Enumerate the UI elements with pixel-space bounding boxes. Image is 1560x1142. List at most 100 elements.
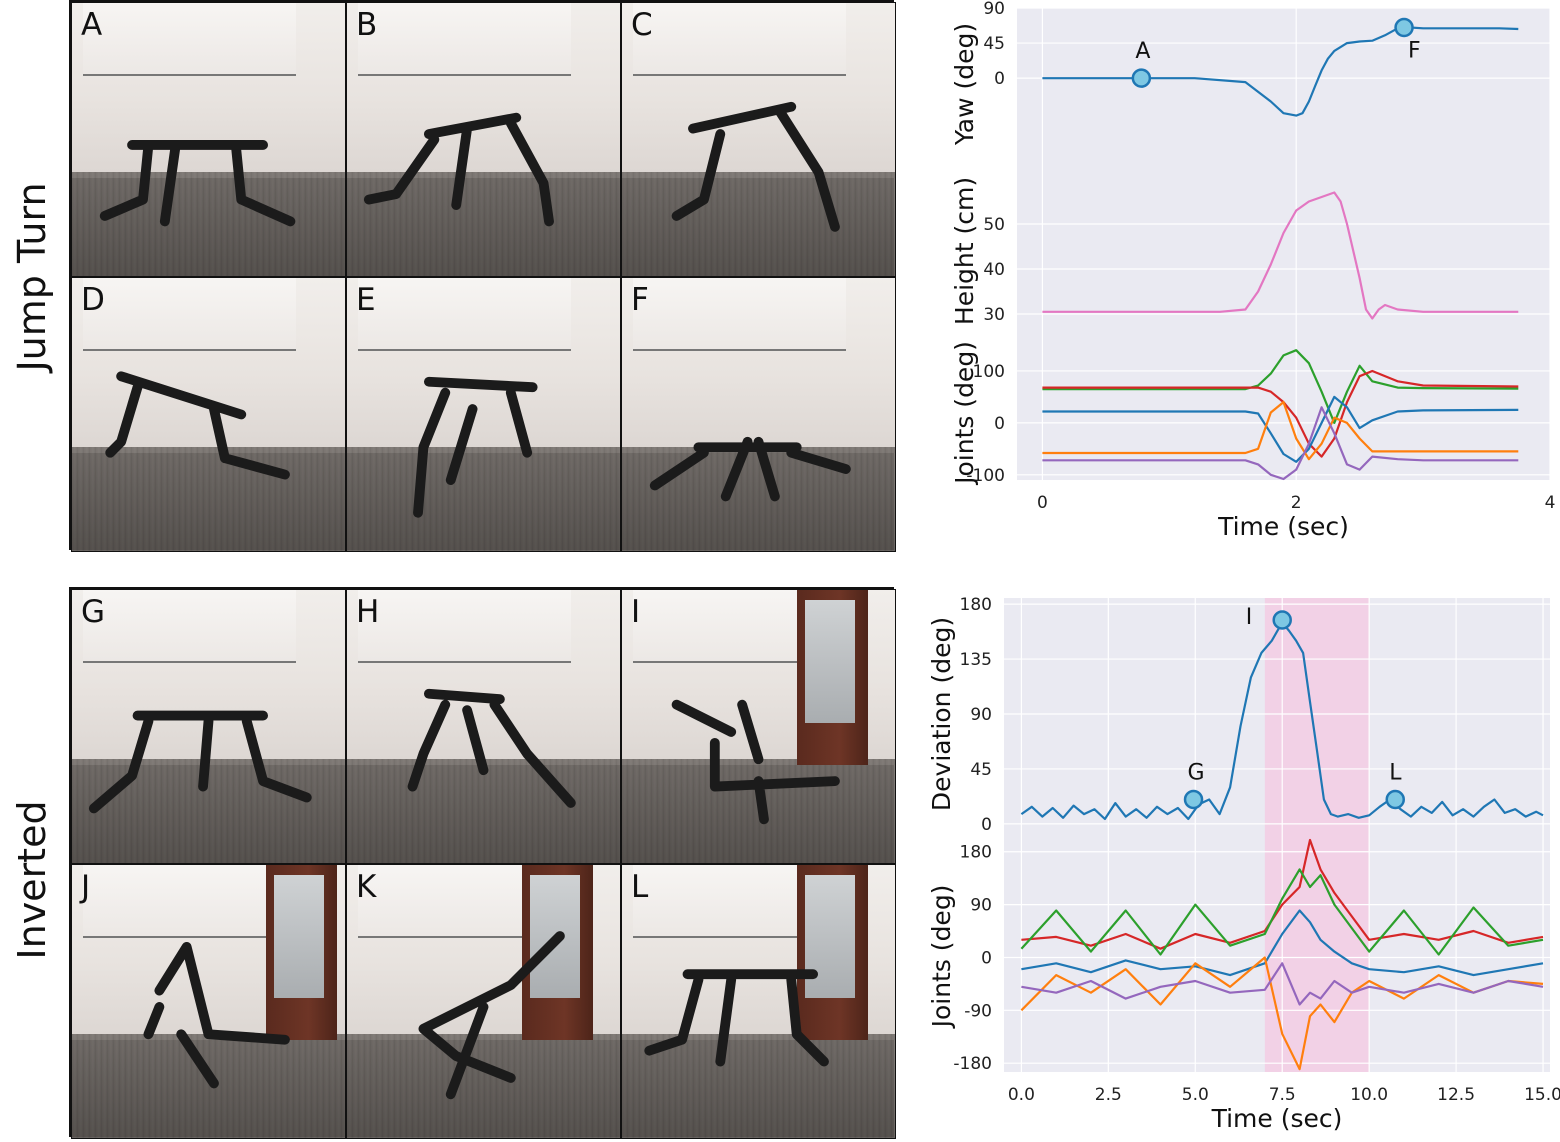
marker-f: [1394, 17, 1414, 38]
robot-figure: [407, 688, 576, 808]
y-tick-label: 90: [970, 705, 992, 725]
series-line-green: [1020, 868, 1544, 956]
robot-figure: [671, 699, 840, 825]
robot-figure: [644, 969, 829, 1067]
marker-label: G: [1188, 760, 1205, 785]
panel-letter: I: [631, 594, 641, 630]
y-tick-label: 100: [973, 362, 1005, 382]
marker-label: I: [1246, 605, 1253, 630]
series-line-blue: [1021, 909, 1544, 977]
y-tick-label: 180: [960, 595, 992, 615]
y-tick-label: 50: [983, 215, 1005, 235]
photo-panel-i: I: [621, 589, 896, 864]
robot-figure: [88, 710, 312, 814]
y-tick-label: 0: [994, 414, 1005, 434]
x-tick-label: 7.5: [1269, 1085, 1296, 1105]
y-axis-label: Yaw (deg): [950, 23, 979, 146]
robot-figure: [143, 941, 290, 1089]
x-tick-label: 10.0: [1350, 1085, 1388, 1105]
panel-letter: D: [81, 282, 105, 318]
series-line-green: [1042, 349, 1519, 424]
y-tick-label: 180: [960, 843, 992, 863]
photo-panel-j: J: [71, 864, 346, 1139]
panel-letter: J: [81, 869, 91, 905]
marker-i: [1272, 610, 1292, 630]
robot-figure: [105, 371, 290, 480]
robot-figure: [413, 376, 538, 518]
panel-letter: L: [631, 869, 649, 905]
photo-panel-l: L: [621, 864, 896, 1139]
y-tick-label: 40: [983, 260, 1005, 280]
robot-figure: [99, 140, 296, 227]
y-tick-label: 0: [981, 948, 992, 968]
photo-panel-c: C: [621, 2, 896, 277]
row-label-jump-turn: Jump Turn: [10, 182, 54, 372]
y-axis-label: Joints (deg): [950, 341, 979, 486]
panel-letter: F: [631, 282, 649, 318]
series-line-red: [1042, 369, 1519, 458]
series-line-blue: [1020, 621, 1544, 821]
robot-figure: [671, 101, 840, 232]
panel-letter: B: [356, 7, 378, 43]
x-tick-label: 4: [1545, 493, 1556, 513]
robot-figure: [649, 436, 851, 502]
marker-label: A: [1135, 39, 1150, 64]
y-tick-label: 90: [983, 0, 1005, 19]
marker-a: [1131, 68, 1152, 88]
x-axis-label: Time (sec): [1217, 512, 1349, 541]
x-tick-label: 15.0: [1524, 1085, 1560, 1105]
photo-panel-k: K: [346, 864, 621, 1139]
row-label-inverted: Inverted: [10, 800, 54, 960]
panel-letter: G: [81, 594, 106, 630]
panel-letter: A: [81, 7, 103, 43]
y-tick-label: -180: [953, 1054, 992, 1074]
marker-l: [1385, 789, 1405, 810]
series-line-purple: [1042, 406, 1519, 481]
y-tick-label: 30: [983, 305, 1005, 325]
marker-g: [1183, 789, 1204, 810]
series-line-pink: [1042, 191, 1519, 320]
x-tick-label: 2: [1291, 493, 1302, 513]
photo-panel-h: H: [346, 589, 621, 864]
photo-panel-e: E: [346, 277, 621, 552]
robot-figure: [363, 112, 554, 227]
panel-letter: E: [356, 282, 376, 318]
photo-panel-b: B: [346, 2, 621, 277]
series-line-purple: [1021, 962, 1544, 1006]
series-line-red: [1021, 838, 1544, 950]
y-tick-label: -90: [964, 1001, 992, 1021]
series-line-orange: [1042, 401, 1519, 461]
robot-figure: [418, 931, 565, 1100]
series-line-orange: [1020, 956, 1544, 1071]
x-axis-label: Time (sec): [1211, 1104, 1343, 1133]
shaded-region: [1264, 598, 1370, 1072]
panel-letter: C: [631, 7, 653, 43]
y-axis-label: Joints (deg): [927, 885, 956, 1030]
photo-panel-g: G: [71, 589, 346, 864]
photo-panel-a: A: [71, 2, 346, 277]
marker-label: L: [1389, 760, 1402, 785]
x-tick-label: 5.0: [1182, 1085, 1209, 1105]
series-line-blue: [1042, 395, 1519, 463]
x-tick-label: 2.5: [1095, 1085, 1122, 1105]
photo-panel-d: D: [71, 277, 346, 552]
x-tick-label: 0: [1037, 493, 1048, 513]
y-tick-label: 0: [981, 815, 992, 835]
series-line-blue: [1042, 26, 1519, 117]
x-tick-label: 0.0: [1008, 1085, 1035, 1105]
marker-label: F: [1408, 38, 1421, 63]
y-tick-label: 90: [970, 896, 992, 916]
y-tick-label: 45: [970, 760, 992, 780]
y-tick-label: -100: [966, 466, 1005, 486]
y-axis-label: Deviation (deg): [927, 617, 956, 811]
y-tick-label: 135: [960, 650, 992, 670]
y-tick-label: 0: [994, 69, 1005, 89]
y-tick-label: 45: [983, 34, 1005, 54]
panel-letter: K: [356, 869, 377, 905]
y-axis-label: Height (cm): [950, 177, 979, 325]
photo-panel-f: F: [621, 277, 896, 552]
x-tick-label: 12.5: [1437, 1085, 1475, 1105]
panel-letter: H: [356, 594, 380, 630]
